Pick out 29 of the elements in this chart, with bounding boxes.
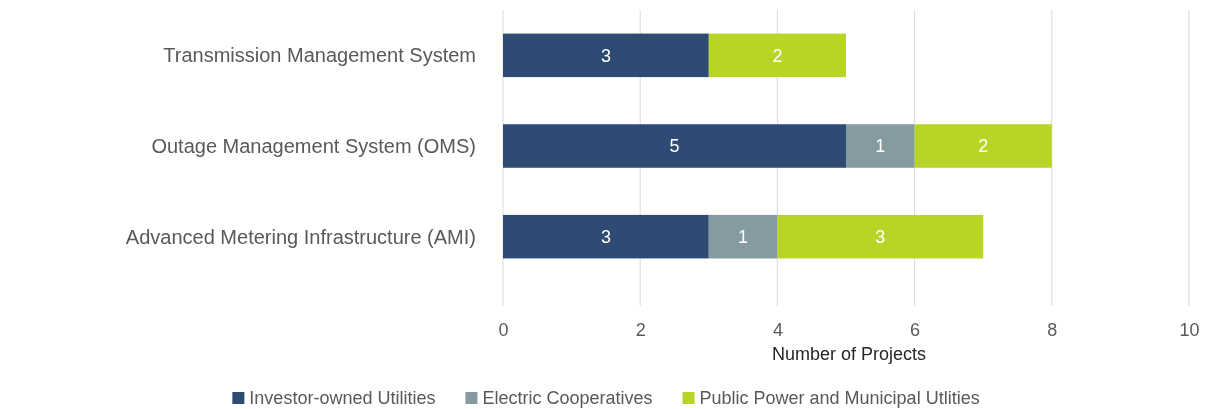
x-tick-label: 4	[772, 319, 783, 340]
bar	[708, 33, 846, 78]
x-tick-label: 0	[498, 319, 509, 340]
data-label: 3	[875, 226, 886, 247]
bar	[914, 124, 1052, 168]
legend-label: Investor-owned Utilities	[249, 388, 436, 409]
x-axis-title: Number of Projects	[771, 344, 927, 364]
data-label: 3	[600, 45, 611, 66]
bar	[846, 124, 915, 168]
bar	[503, 214, 709, 259]
y-tick-label: Advanced Metering Infrastructure (AMI)	[125, 225, 476, 248]
y-tick-label: Outage Management System (OMS)	[151, 135, 476, 157]
bar	[503, 124, 846, 168]
bar	[777, 214, 984, 259]
x-tick-label: 8	[1047, 319, 1058, 340]
data-label: 1	[875, 136, 886, 157]
data-label: 3	[600, 226, 611, 247]
legend-label: Public Power and Municipal Utlities	[699, 388, 980, 409]
y-tick-label: Transmission Management System	[163, 44, 476, 67]
bar	[708, 214, 778, 259]
data-label: 1	[738, 226, 749, 247]
data-label: 5	[669, 136, 680, 157]
legend-label: Electric Cooperatives	[482, 388, 653, 409]
x-tick-label: 10	[1179, 319, 1200, 340]
x-tick-label: 6	[910, 319, 921, 340]
data-label: 2	[978, 136, 989, 157]
x-tick-label: 2	[635, 319, 646, 340]
bar	[503, 33, 709, 78]
data-label: 2	[772, 45, 783, 66]
